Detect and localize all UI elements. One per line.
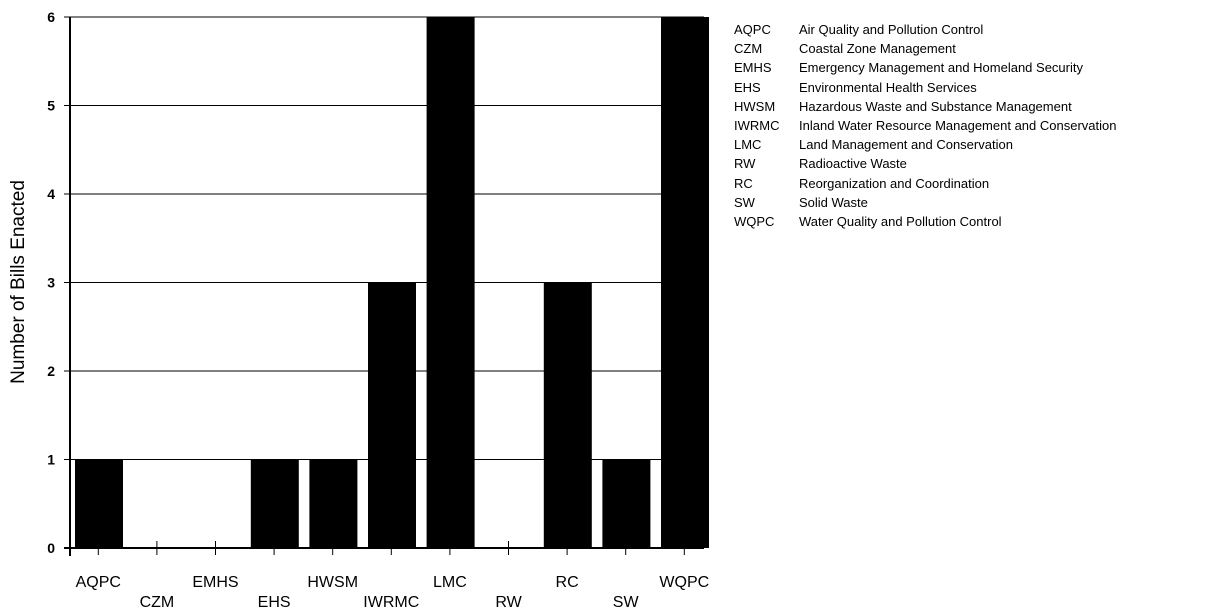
legend-code: RW	[734, 156, 756, 172]
bar-wqpc	[661, 17, 709, 548]
bar-hwsm	[309, 459, 358, 548]
bar-ehs	[250, 459, 299, 548]
legend-name: Land Management and Conservation	[799, 137, 1013, 153]
x-tick-label: RW	[495, 594, 522, 611]
x-tick-label: SW	[613, 594, 640, 611]
legend-name: Environmental Health Services	[799, 79, 977, 95]
legend-name: Hazardous Waste and Substance Management	[799, 98, 1072, 114]
x-tick-label: IWRMC	[363, 594, 419, 611]
legend-item: RC Reorganization and Coordination	[734, 174, 1116, 193]
legend-code: IWRMC	[734, 118, 780, 134]
bar-rc	[543, 282, 592, 548]
y-tick-label: 0	[47, 540, 55, 556]
axes	[64, 16, 705, 556]
legend-name: Inland Water Resource Management and Con…	[799, 118, 1117, 134]
y-tick-label: 6	[47, 9, 55, 25]
x-tick-label: CZM	[140, 594, 175, 611]
y-tick-label: 1	[47, 452, 55, 468]
bar-lmc	[426, 17, 475, 548]
y-tick-label: 5	[47, 98, 55, 114]
bar-iwrmc	[368, 282, 416, 548]
x-tick-label: HWSM	[307, 574, 358, 591]
legend-item: SW Solid Waste	[734, 193, 1116, 212]
legend-item: RW Radioactive Waste	[734, 154, 1116, 173]
legend-item: IWRMC Inland Water Resource Management an…	[734, 116, 1116, 135]
legend-code: RC	[734, 175, 753, 191]
legend-name: Radioactive Waste	[799, 156, 907, 172]
legend-name: Air Quality and Pollution Control	[799, 22, 984, 38]
x-tick-labels: AQPC CZM EMHS EHS HWSM IWRMC LMC RW RC SW WQPC	[76, 574, 710, 611]
legend-item: AQPC Air Quality and Pollution Control	[734, 20, 1116, 39]
y-tick-label: 3	[47, 275, 55, 291]
x-tick-label: RC	[556, 574, 579, 591]
x-tick-label: LMC	[433, 574, 467, 591]
y-axis-label: Number of Bills Enacted	[8, 180, 29, 384]
bar-sw	[602, 459, 651, 548]
legend-name: Solid Waste	[799, 194, 868, 210]
legend-item: WQPC Water Quality and Pollution Control	[734, 212, 1116, 231]
legend-code: AQPC	[734, 22, 771, 38]
y-tick-label: 4	[47, 186, 55, 202]
x-tick-label: EHS	[258, 594, 291, 611]
legend-name: Reorganization and Coordination	[799, 175, 990, 191]
legend-name: Emergency Management and Homeland Securi…	[799, 60, 1083, 76]
x-tick-label: EMHS	[192, 574, 238, 591]
legend-code: EMHS	[734, 60, 772, 76]
x-tick-label: AQPC	[76, 574, 121, 591]
legend-item: EHS Environmental Health Services	[734, 78, 1116, 97]
legend-name: Water Quality and Pollution Control	[799, 213, 1002, 229]
legend: AQPC Air Quality and Pollution Control CZM…	[734, 20, 1116, 231]
legend-code: HWSM	[734, 98, 776, 114]
y-tick-label: 2	[47, 363, 55, 379]
bars	[75, 17, 709, 548]
legend-item: LMC Land Management and Conservation	[734, 135, 1116, 154]
legend-item: CZM Coastal Zone Management	[734, 39, 1116, 58]
legend-code: SW	[734, 194, 755, 210]
bar-aqpc	[75, 459, 123, 548]
legend-code: EHS	[734, 79, 761, 95]
legend-name: Coastal Zone Management	[799, 41, 956, 57]
legend-code: WQPC	[734, 213, 775, 229]
legend-item: HWSM Hazardous Waste and Substance Manage…	[734, 97, 1116, 116]
x-tick-label: WQPC	[659, 574, 709, 591]
y-tick-labels: 0 1 2 3 4 5 6	[47, 9, 55, 556]
legend-code: LMC	[734, 137, 762, 153]
legend-item: EMHS Emergency Management and Homeland Se…	[734, 58, 1116, 77]
legend-code: CZM	[734, 41, 763, 57]
